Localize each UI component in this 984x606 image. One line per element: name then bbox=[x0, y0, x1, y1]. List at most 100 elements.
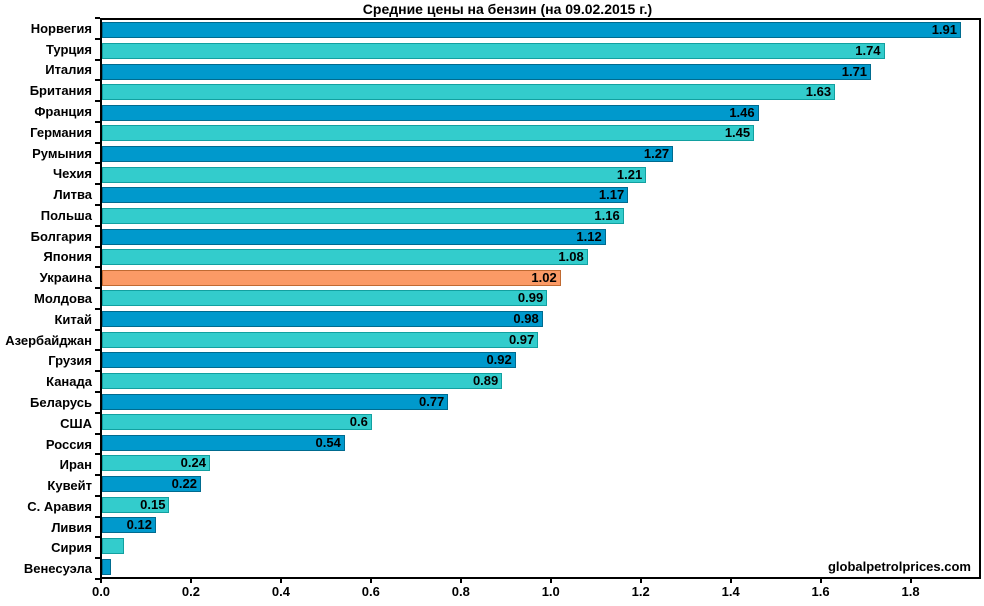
y-axis-tick-mark bbox=[95, 578, 100, 580]
bar-row: 0.99 bbox=[102, 288, 979, 309]
bar-row: 1.17 bbox=[102, 185, 979, 206]
bar-value-label: 1.08 bbox=[558, 249, 584, 265]
y-axis-tick-mark bbox=[95, 37, 100, 40]
x-axis-tick-mark bbox=[819, 579, 822, 583]
y-axis-tick-mark bbox=[95, 453, 100, 456]
bar: 0.15 bbox=[102, 496, 170, 513]
y-axis-label: Беларусь bbox=[30, 394, 92, 410]
bar: 1.63 bbox=[102, 84, 836, 101]
bar-value-label: 1.02 bbox=[531, 269, 557, 285]
y-axis-label: Россия bbox=[45, 436, 92, 452]
chart-title: Средние цены на бензин (на 09.02.2015 г.… bbox=[362, 1, 653, 17]
bar-row: 0.92 bbox=[102, 350, 979, 371]
y-axis-tick-mark bbox=[95, 120, 100, 123]
y-axis-tick-mark bbox=[95, 328, 100, 331]
y-axis-tick-mark bbox=[95, 474, 100, 477]
bar: 1.12 bbox=[102, 228, 606, 245]
bar: 1.08 bbox=[102, 249, 588, 266]
bar-row: 1.12 bbox=[102, 226, 979, 247]
bar: 1.27 bbox=[102, 146, 674, 163]
bar: 0.89 bbox=[102, 372, 503, 389]
x-axis: 0.0 0.2 0.4 0.6 0.8 1.0 1.2 1.4 1.6 1.8 bbox=[92, 579, 978, 605]
bar: 0.12 bbox=[102, 517, 156, 534]
y-axis-labels: Норвегия Турция Италия Британия Франция Герма… bbox=[0, 18, 96, 579]
bar-row: 1.02 bbox=[102, 268, 979, 289]
y-axis-label: Италия bbox=[45, 62, 92, 78]
bar-row: 1.21 bbox=[102, 164, 979, 185]
bar-value-label: 0.99 bbox=[517, 290, 544, 306]
y-axis-label: Британия bbox=[29, 83, 92, 99]
y-axis-label: Кувейт bbox=[47, 478, 92, 494]
bar-row: 1.45 bbox=[102, 123, 979, 144]
bar-value-label: 0.6 bbox=[349, 414, 368, 430]
y-axis-tick-mark bbox=[95, 79, 100, 82]
bar: 0.98 bbox=[102, 311, 543, 328]
x-axis-tick-mark bbox=[909, 579, 912, 583]
bar-row: 0.22 bbox=[102, 474, 979, 495]
y-axis-tick-mark bbox=[95, 245, 100, 248]
watermark: globalpetrolprices.com bbox=[827, 559, 971, 574]
bar-highlighted: 1.02 bbox=[102, 269, 561, 286]
y-axis-tick-mark bbox=[95, 141, 100, 144]
bar: 1.91 bbox=[102, 22, 961, 39]
bar-row bbox=[102, 556, 979, 577]
bar-row: 0.98 bbox=[102, 309, 979, 330]
y-axis-tick-mark bbox=[95, 391, 100, 393]
bar-value-label: 0.77 bbox=[418, 393, 445, 409]
bar: 1.45 bbox=[102, 125, 755, 142]
y-axis-tick-mark bbox=[95, 370, 100, 373]
bar-row: 1.27 bbox=[102, 144, 979, 165]
y-axis-tick-mark bbox=[95, 536, 100, 539]
bar: 0.6 bbox=[102, 414, 372, 431]
y-axis-label: Грузия bbox=[48, 353, 92, 369]
bar: 1.71 bbox=[102, 63, 872, 80]
x-axis-tick-label: 1.8 bbox=[901, 584, 920, 599]
bar: 1.21 bbox=[102, 166, 647, 183]
y-axis-label: Ливия bbox=[51, 519, 92, 535]
y-axis-tick-mark bbox=[95, 100, 100, 103]
y-axis-label: Сирия bbox=[51, 540, 92, 556]
bar-value-label: 0.98 bbox=[513, 311, 539, 327]
bar-row: 0.97 bbox=[102, 329, 979, 350]
y-axis-label: Канада bbox=[46, 374, 92, 390]
bar-row: 0.77 bbox=[102, 391, 979, 412]
bar-row: 1.46 bbox=[102, 103, 979, 124]
x-axis-tick-mark bbox=[279, 579, 282, 583]
bar-value-label: 0.92 bbox=[486, 352, 512, 368]
bar: 0.54 bbox=[102, 434, 345, 451]
y-axis-tick-mark bbox=[95, 17, 100, 19]
bar-value-label: 1.63 bbox=[805, 84, 832, 100]
bar-value-label: 0.15 bbox=[140, 496, 166, 512]
y-axis-label: Япония bbox=[43, 249, 92, 265]
bar-value-label: 1.46 bbox=[729, 104, 755, 120]
y-axis-tick-mark bbox=[95, 349, 100, 352]
y-axis-label: Украина bbox=[39, 270, 92, 286]
x-axis-tick-label: 0.0 bbox=[91, 584, 111, 599]
bar-value-label: 0.24 bbox=[180, 455, 206, 471]
bar-row: 1.63 bbox=[102, 82, 979, 103]
bar bbox=[102, 537, 125, 554]
y-axis-tick-mark bbox=[95, 224, 100, 227]
bar-row: 0.15 bbox=[102, 494, 979, 515]
bar: 1.17 bbox=[102, 187, 629, 204]
x-axis-tick-mark bbox=[369, 579, 372, 583]
x-axis-tick-mark bbox=[729, 579, 732, 583]
y-axis-tick-mark bbox=[95, 183, 100, 186]
y-axis-label: Румыния bbox=[32, 145, 92, 161]
x-axis-tick-label: 1.2 bbox=[631, 584, 650, 599]
bar-value-label: 1.45 bbox=[724, 125, 751, 141]
y-axis-tick-mark bbox=[95, 557, 100, 560]
bar-value-label: 1.21 bbox=[616, 166, 643, 182]
y-axis-label: Турция bbox=[45, 41, 92, 57]
x-axis-tick-label: 1.0 bbox=[541, 584, 560, 599]
y-axis-tick-mark bbox=[95, 287, 100, 290]
bar: 0.92 bbox=[102, 352, 516, 369]
y-axis-tick-mark bbox=[95, 307, 100, 310]
bar-row: 0.24 bbox=[102, 453, 979, 474]
x-axis-tick-label: 0.2 bbox=[181, 584, 200, 599]
y-axis-tick-mark bbox=[95, 411, 100, 414]
y-axis-ticks bbox=[95, 17, 100, 580]
bar-value-label: 1.12 bbox=[576, 228, 602, 244]
bar-row: 1.71 bbox=[102, 61, 979, 82]
bar-row bbox=[102, 536, 979, 557]
